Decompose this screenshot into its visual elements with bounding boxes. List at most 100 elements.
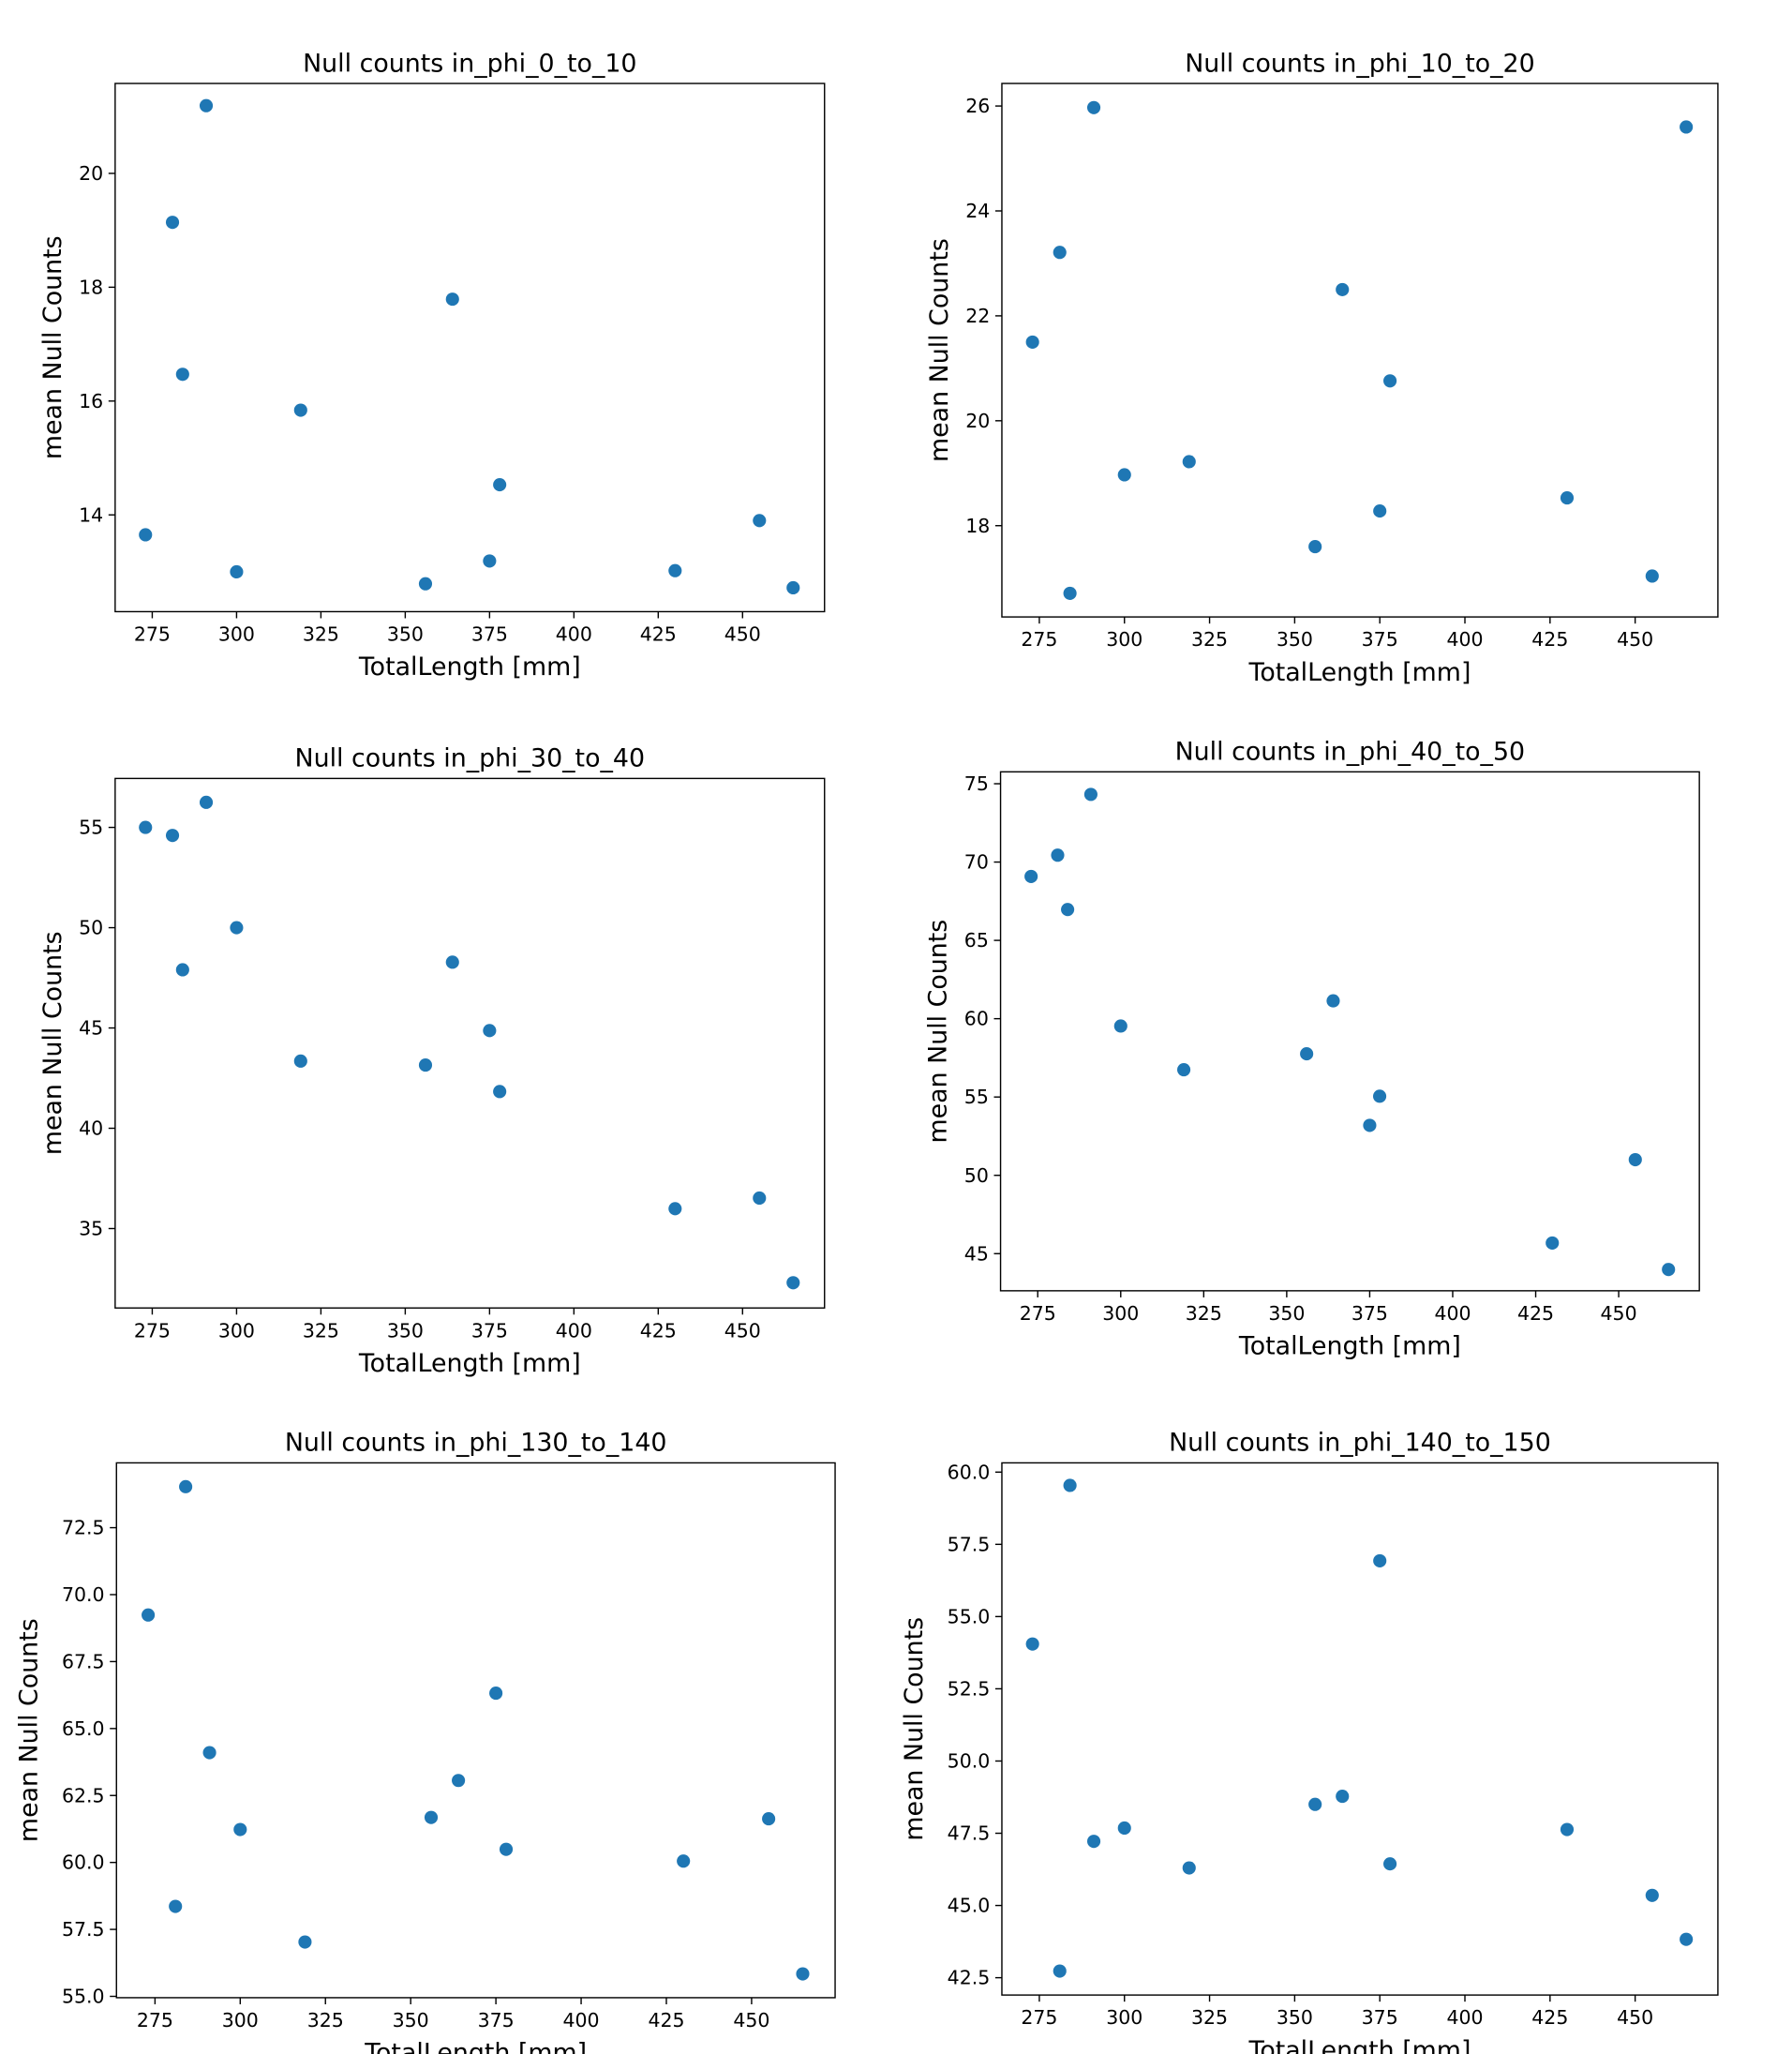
point [499, 1842, 514, 1856]
point [1086, 1835, 1101, 1849]
x-tick-label: 425 [1517, 1302, 1554, 1325]
y-tick-label: 60.0 [62, 1852, 105, 1874]
y-tick-label: 16 [79, 390, 103, 412]
point [418, 1058, 433, 1072]
point [668, 1202, 682, 1216]
x-tick-label: 450 [733, 2009, 769, 2032]
point [1680, 120, 1694, 134]
chart-title: Null counts in_phi_30_to_40 [295, 744, 646, 773]
x-tick-label: 400 [556, 1319, 592, 1342]
y-tick-label: 55 [964, 1086, 989, 1108]
point [677, 1854, 691, 1868]
x-tick-label: 325 [1186, 1302, 1222, 1325]
y-tick-label: 26 [965, 95, 990, 117]
y-tick-label: 65.0 [62, 1717, 105, 1740]
y-axis-label: mean Null Counts [924, 920, 953, 1144]
point [139, 528, 153, 542]
point [142, 1608, 156, 1622]
point [1053, 246, 1067, 260]
y-tick-label: 60 [964, 1008, 989, 1030]
y-tick-label: 20 [79, 162, 103, 185]
x-tick-label: 275 [134, 623, 171, 646]
x-tick-label: 425 [1531, 2006, 1568, 2029]
point [202, 1746, 217, 1760]
x-tick-label: 450 [724, 623, 761, 646]
point [424, 1810, 439, 1824]
x-tick-label: 450 [1617, 2006, 1653, 2029]
point [1662, 1263, 1676, 1277]
point [199, 795, 214, 809]
point [1308, 1797, 1322, 1811]
point [1372, 1089, 1387, 1103]
y-tick-label: 52.5 [948, 1677, 991, 1700]
x-tick-label: 300 [222, 2009, 259, 2032]
point [1063, 1478, 1077, 1492]
x-tick-label: 325 [307, 2009, 344, 2032]
point [483, 1024, 497, 1038]
y-tick-label: 45 [79, 1017, 103, 1040]
point [233, 1822, 247, 1837]
point [293, 403, 307, 417]
point [1061, 903, 1075, 917]
y-tick-label: 70 [964, 851, 989, 874]
point [1083, 787, 1098, 802]
y-tick-label: 42.5 [948, 1967, 991, 1989]
point [1383, 374, 1397, 388]
point [179, 1479, 193, 1493]
point [1051, 848, 1065, 862]
x-tick-label: 275 [1021, 628, 1057, 651]
x-tick-label: 350 [1268, 1302, 1305, 1325]
point [1326, 994, 1340, 1008]
point [1680, 1932, 1694, 1946]
y-tick-label: 18 [79, 276, 103, 298]
x-tick-label: 375 [1351, 1302, 1388, 1325]
x-axis-label: TotalLength [mm] [1238, 1332, 1461, 1361]
x-tick-label: 325 [1191, 2006, 1228, 2029]
point [493, 1085, 507, 1099]
y-tick-label: 20 [965, 410, 990, 432]
y-tick-label: 22 [965, 305, 990, 327]
x-tick-label: 350 [387, 623, 424, 646]
point [1182, 455, 1196, 469]
point [445, 955, 459, 969]
x-tick-label: 375 [478, 2009, 515, 2032]
y-axis-label: mean Null Counts [900, 1617, 929, 1841]
subplot: Null counts in_phi_130_to_140 275 300 325 35… [15, 1429, 836, 2054]
x-tick-label: 300 [1102, 1302, 1139, 1325]
point [1086, 100, 1101, 114]
plot-frame [1001, 1462, 1719, 1996]
x-tick-label: 400 [1434, 1302, 1471, 1325]
y-tick-label: 40 [79, 1117, 103, 1140]
x-tick-label: 350 [387, 1319, 424, 1342]
point [293, 1054, 307, 1068]
y-tick-label: 18 [965, 515, 990, 537]
y-tick-label: 57.5 [948, 1533, 991, 1555]
point [1063, 586, 1077, 600]
point [1025, 1637, 1039, 1651]
point [786, 580, 800, 595]
point [1024, 869, 1038, 883]
point [1628, 1152, 1642, 1167]
point [418, 577, 433, 591]
x-tick-label: 275 [1021, 2006, 1057, 2029]
x-tick-label: 350 [1277, 628, 1313, 651]
chart-title: Null counts in_phi_10_to_20 [1185, 49, 1535, 78]
x-tick-label: 300 [1106, 628, 1142, 651]
x-tick-label: 325 [303, 623, 339, 646]
x-tick-label: 450 [724, 1319, 761, 1342]
chart-title: Null counts in_phi_130_to_140 [285, 1429, 667, 1458]
y-tick-label: 62.5 [62, 1784, 105, 1807]
y-tick-label: 45.0 [948, 1895, 991, 1917]
x-tick-label: 275 [137, 2009, 173, 2032]
y-tick-label: 55 [79, 817, 103, 839]
point [298, 1935, 312, 1949]
y-tick-label: 70.0 [62, 1583, 105, 1606]
y-axis-label: mean Null Counts [15, 1618, 44, 1842]
point [1336, 282, 1350, 296]
x-tick-label: 375 [1362, 2006, 1398, 2029]
point [753, 514, 767, 528]
x-tick-label: 275 [134, 1319, 171, 1342]
point [1560, 491, 1575, 505]
plot-frame [115, 1462, 836, 1999]
